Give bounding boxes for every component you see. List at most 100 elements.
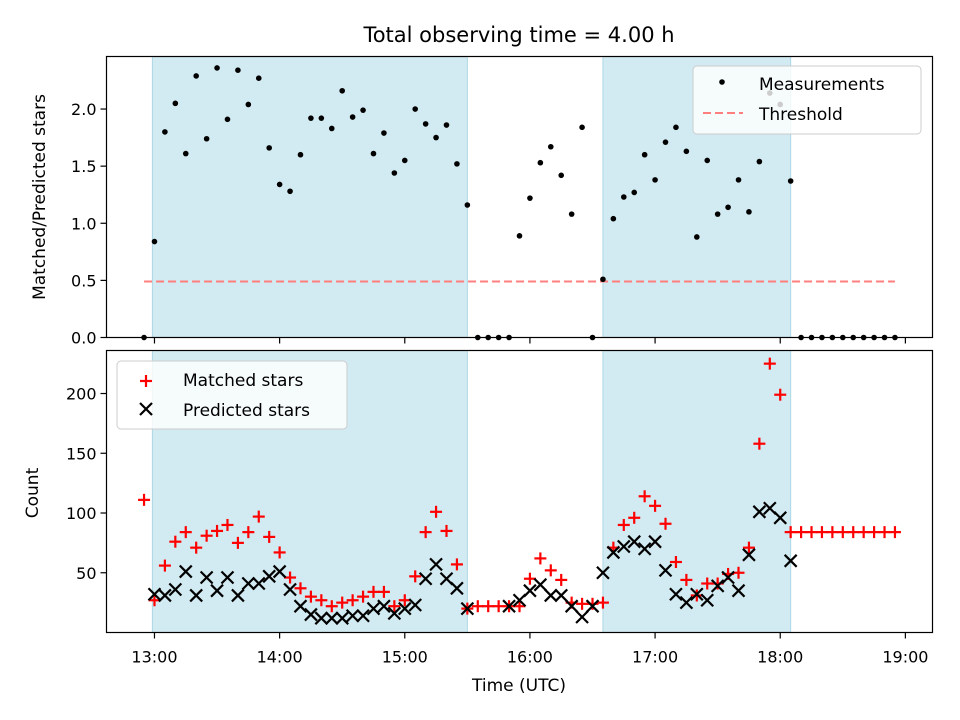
measurement-point (537, 159, 544, 166)
matched-star-point (148, 594, 161, 607)
matched-star-point (555, 573, 568, 586)
matched-star-point (628, 511, 641, 524)
measurement-point (381, 130, 387, 136)
matched-star-point (304, 590, 317, 603)
predicted-star-point (324, 611, 339, 625)
shaded-range-2 (602, 350, 792, 633)
measurement-point (620, 194, 627, 200)
predicted-star-point (627, 534, 642, 549)
measurement-point (516, 233, 523, 239)
bottom-legend-box (116, 360, 348, 430)
predicted-star-point (178, 564, 193, 579)
matched-star-point (325, 600, 338, 613)
measurement-point (704, 157, 711, 164)
top-y-axis-label: Matched/Predicted stars (30, 94, 50, 300)
legend-matched-marker (140, 375, 152, 387)
predicted-star-point (335, 611, 349, 625)
measurement-point (391, 170, 398, 176)
measurement-point (756, 158, 763, 165)
measurement-point (328, 125, 335, 132)
legend-matched-label: Matched stars (183, 371, 303, 391)
measurement-point (245, 101, 252, 108)
matched-star-point (357, 590, 370, 603)
predicted-star-point (272, 564, 287, 579)
predicted-star-point (658, 563, 673, 578)
measurement-point (151, 238, 158, 245)
bottom-plot-frame (105, 349, 934, 634)
matched-star-point (649, 499, 662, 512)
chart-title: Total observing time = 4.00 h (362, 23, 674, 47)
x-tick-label: 19:00 (882, 648, 928, 667)
matched-star-point (336, 596, 349, 609)
top-panel: 0.00.51.01.52.0 Matched/Predicted stars … (30, 55, 934, 348)
matched-star-point (211, 524, 224, 537)
predicted-star-point (231, 588, 245, 603)
matched-star-point (367, 585, 380, 598)
predicted-star-point (168, 582, 183, 597)
x-tick-label: 13:00 (131, 648, 177, 667)
predicted-star-point (710, 579, 725, 593)
matched-star-point (669, 556, 682, 568)
x-tick-label: 17:00 (632, 648, 678, 667)
matched-star-point (888, 526, 901, 539)
matched-star-point (753, 437, 766, 450)
predicted-star-point (241, 576, 256, 591)
measurement-point (224, 116, 231, 123)
bottom-y-axis-label: Count (23, 467, 43, 518)
measurement-point (172, 100, 179, 107)
predicted-star-point (523, 583, 537, 598)
measurement-point (662, 139, 669, 145)
predicted-star-point (742, 548, 756, 562)
matched-star-point (242, 526, 255, 539)
legend-predicted-label: Predicted stars (183, 401, 310, 421)
predicted-star-point (429, 557, 443, 572)
measurement-point (360, 107, 366, 113)
measurement-point (162, 129, 168, 135)
predicted-star-point (648, 534, 662, 549)
measurement-point (610, 215, 617, 222)
predicted-star-markers (147, 501, 798, 625)
predicted-star-point (564, 599, 579, 613)
matched-star-point (252, 510, 265, 523)
predicted-star-point (251, 576, 266, 591)
matched-star-point (805, 526, 818, 539)
measurement-point (433, 134, 439, 141)
legend-predicted-marker (139, 402, 153, 416)
measurement-point (235, 67, 241, 74)
matched-star-point (544, 564, 557, 577)
matched-star-point (763, 357, 776, 370)
measurement-point (318, 115, 325, 121)
measurement-point (787, 178, 794, 184)
measurement-point (370, 150, 377, 157)
top-y-tick-label: 2.0 (71, 100, 96, 119)
predicted-star-point (460, 601, 475, 616)
measurement-point (547, 143, 554, 150)
matched-star-point (190, 541, 203, 554)
measurement-point (193, 73, 199, 79)
measurement-point (454, 161, 460, 167)
matched-star-point (659, 517, 672, 530)
predicted-star-point (304, 607, 318, 622)
matched-star-point (680, 573, 693, 586)
measurement-point (297, 151, 304, 158)
predicted-star-point (752, 505, 767, 519)
matched-star-point (471, 600, 484, 613)
measurement-point (276, 181, 283, 188)
predicted-star-point (220, 570, 235, 585)
predicted-star-point (617, 539, 631, 554)
measurement-point (558, 172, 565, 179)
matched-star-point (273, 546, 286, 559)
matched-star-point (450, 558, 463, 571)
measurement-point (746, 209, 752, 215)
matched-star-point (482, 600, 495, 613)
predicted-star-point (502, 599, 516, 613)
measurement-point (287, 188, 293, 195)
predicted-star-point (585, 599, 600, 613)
shaded-range-1 (151, 56, 468, 338)
top-y-tick-label: 0.0 (71, 329, 96, 348)
predicted-star-point (690, 587, 704, 602)
measurement-point (673, 124, 679, 131)
matched-star-point (534, 552, 547, 565)
predicted-star-point (637, 542, 652, 556)
